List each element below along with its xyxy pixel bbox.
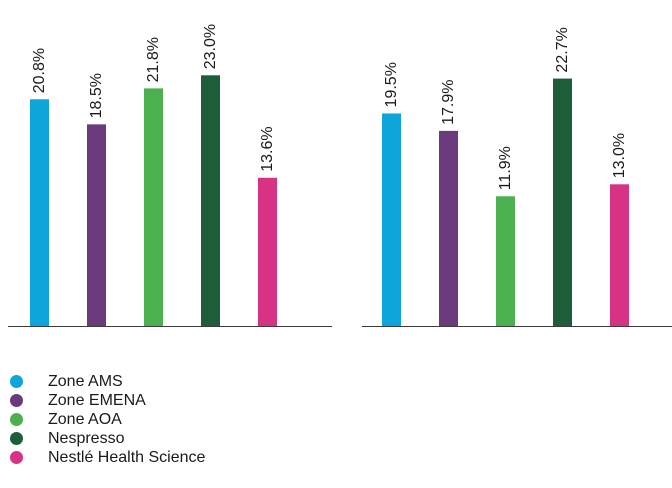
legend-label: Zone AMS — [48, 373, 123, 390]
bar-nespresso — [553, 78, 572, 326]
data-label-nestle-health-science: 13.6% — [259, 126, 276, 171]
bar-zone-aoa — [496, 196, 515, 326]
chart-legend: Zone AMS Zone EMENA Zone AOA Nespresso N… — [10, 372, 205, 467]
bar-zone-emena — [87, 124, 106, 326]
data-label-nespresso: 23.0% — [202, 24, 219, 69]
data-label-zone-ams: 20.8% — [31, 48, 48, 93]
legend-swatch — [10, 375, 23, 388]
legend-item-zone-ams: Zone AMS — [10, 372, 205, 391]
legend-item-nespresso: Nespresso — [10, 429, 205, 448]
bar-nestle-health-science — [258, 177, 277, 326]
data-label-zone-emena: 18.5% — [88, 73, 105, 118]
data-label-zone-aoa: 21.8% — [145, 37, 162, 82]
bar-zone-aoa — [144, 88, 163, 326]
bar-zone-emena — [439, 130, 458, 326]
legend-swatch — [10, 394, 23, 407]
data-label-zone-ams: 19.5% — [383, 62, 400, 107]
bar-zone-ams — [382, 113, 401, 326]
chart-panel-right: 19.5% 17.9% 11.9% 22.7% 13.0% — [362, 27, 672, 327]
legend-label: Nestlé Health Science — [48, 449, 206, 466]
data-label-nestle-health-science: 13.0% — [611, 133, 628, 178]
charts-canvas: 20.8% 18.5% 21.8% 23.0% 13.6% 19.5% 17.9% 11.9… — [8, 24, 672, 327]
bar-zone-ams — [30, 99, 49, 326]
chart-panel-left: 20.8% 18.5% 21.8% 23.0% 13.6% — [8, 24, 332, 327]
legend-swatch — [10, 413, 23, 426]
data-label-zone-emena: 17.9% — [440, 80, 457, 125]
legend-item-zone-emena: Zone EMENA — [10, 391, 205, 410]
data-label-nespresso: 22.7% — [554, 27, 571, 72]
bar-nespresso — [201, 75, 220, 326]
legend-swatch — [10, 432, 23, 445]
bar-nestle-health-science — [610, 184, 629, 326]
legend-item-nestle-health-science: Nestlé Health Science — [10, 448, 205, 467]
legend-label: Nespresso — [48, 430, 125, 447]
data-label-zone-aoa: 11.9% — [497, 146, 514, 190]
legend-swatch — [10, 451, 23, 464]
legend-label: Zone EMENA — [48, 392, 146, 409]
legend-label: Zone AOA — [48, 411, 122, 428]
legend-item-zone-aoa: Zone AOA — [10, 410, 205, 429]
